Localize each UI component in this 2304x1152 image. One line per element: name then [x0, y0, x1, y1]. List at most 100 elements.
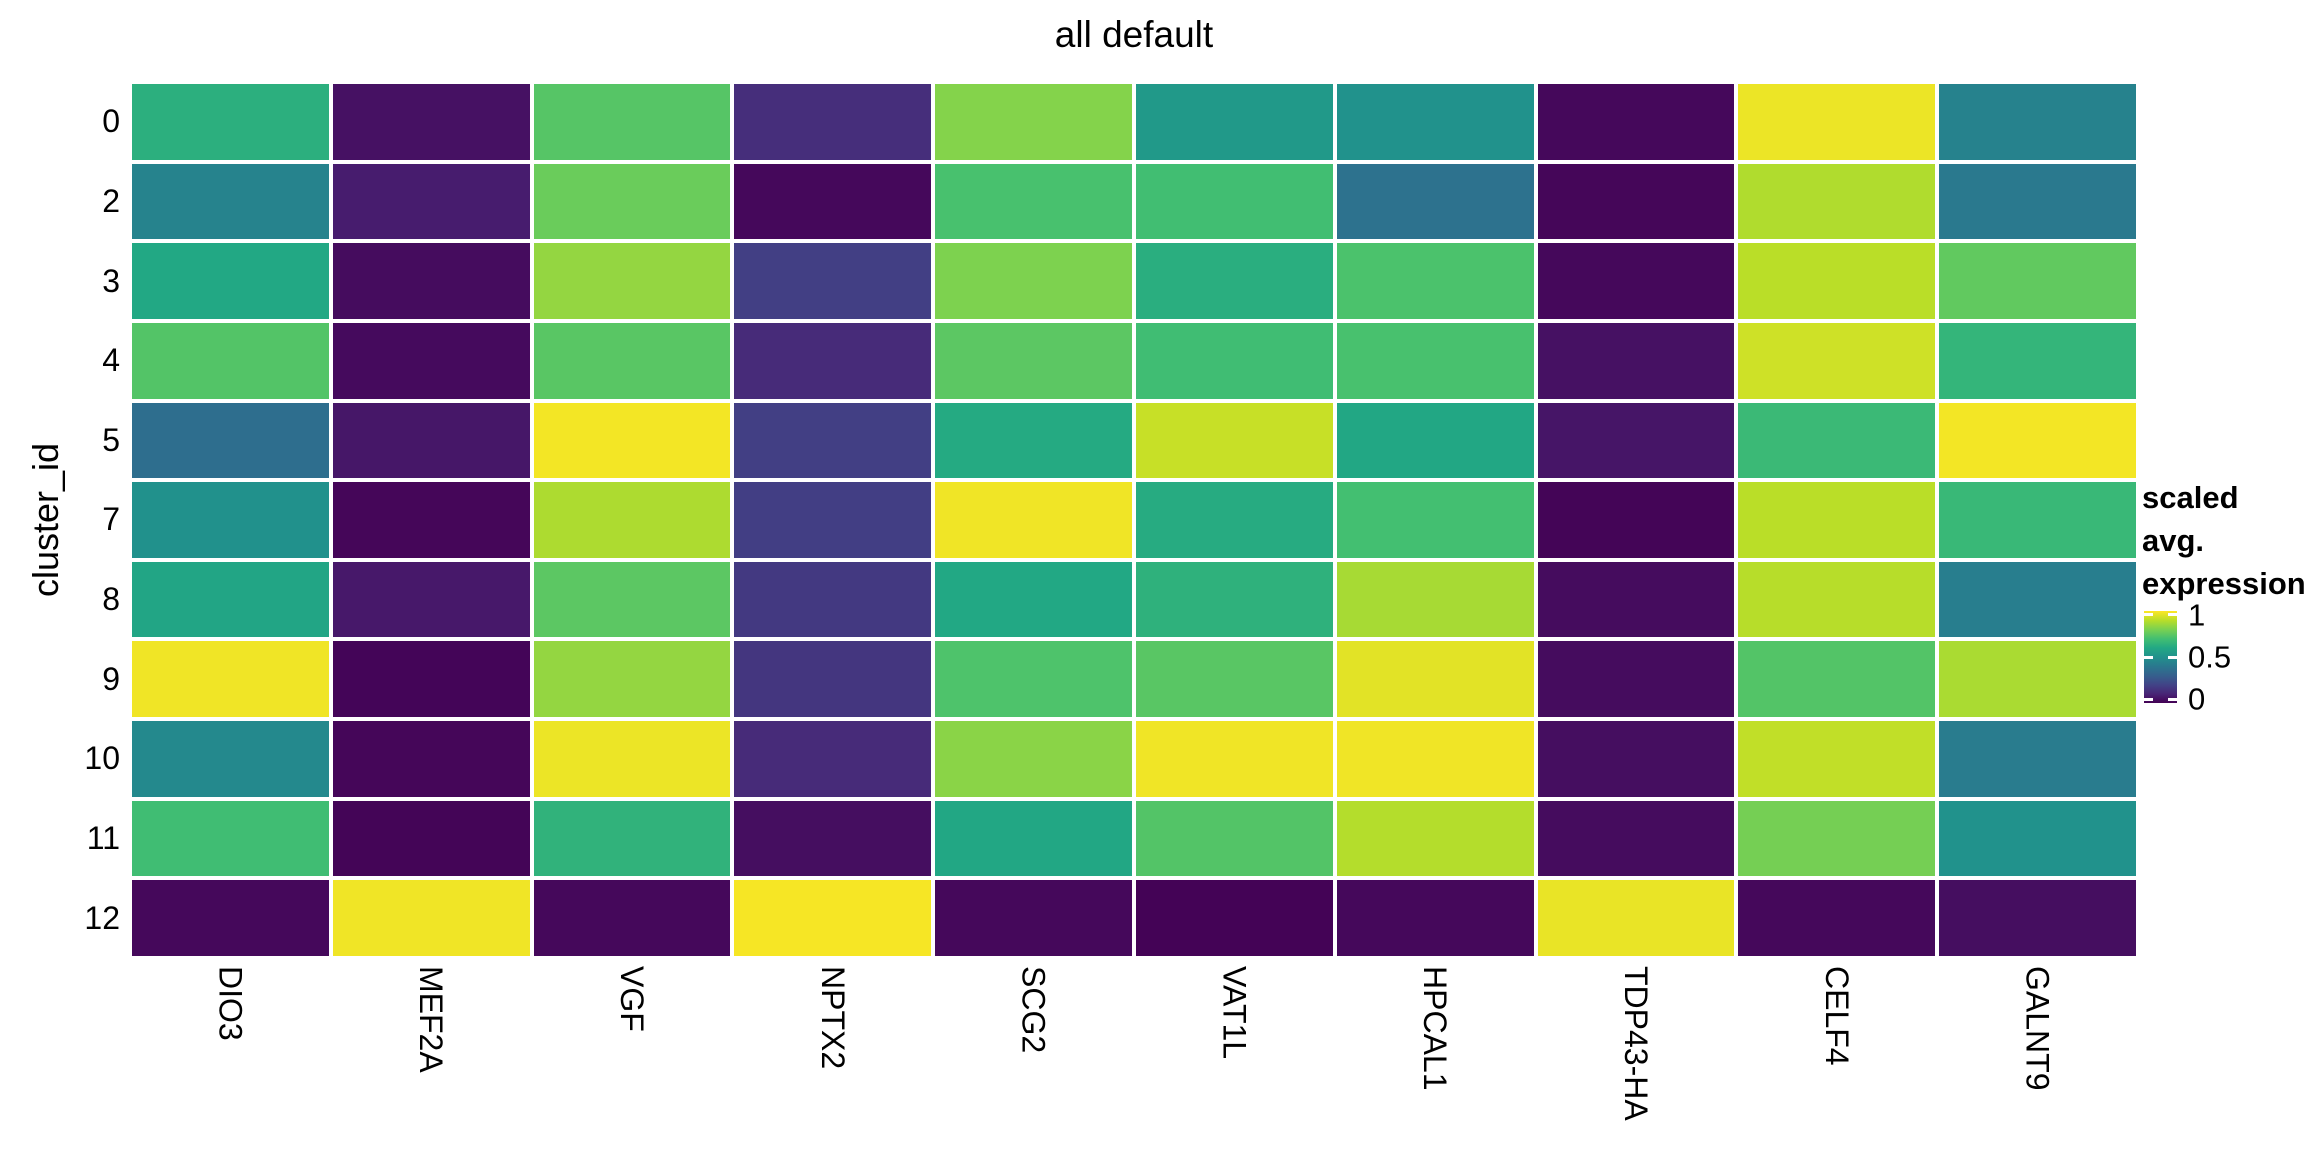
- heatmap-cell: [1136, 163, 1333, 240]
- heatmap-cell: [1336, 641, 1534, 718]
- heatmap-cell: [132, 322, 329, 399]
- y-tick-label: 10: [84, 740, 120, 777]
- heatmap-cell: [332, 84, 530, 160]
- legend-tick-mark: [2144, 655, 2153, 659]
- heatmap-cell: [734, 163, 932, 240]
- heatmap-grid: [132, 84, 2136, 956]
- y-axis-tick-labels: 0 2 3 4 5 7 8 9 10 11 12: [0, 84, 120, 956]
- heatmap-cell: [1537, 721, 1735, 797]
- heatmap-cell: [332, 322, 530, 399]
- heatmap-cell: [1738, 482, 1936, 558]
- legend-title-line2: expression: [2142, 566, 2304, 601]
- heatmap-cell: [734, 721, 932, 797]
- y-tick-label: 8: [102, 581, 120, 618]
- heatmap-cell: [734, 641, 932, 718]
- heatmap-cell: [1336, 482, 1534, 558]
- heatmap-cell: [1136, 880, 1333, 956]
- x-axis-tick-labels: DIO3 MEF2A VGF NPTX2 SCG2 VAT1L HPCAL1 TDP43-HA…: [132, 966, 2136, 1148]
- y-tick-label: 12: [84, 899, 120, 936]
- heatmap-cell: [1136, 721, 1333, 797]
- heatmap-cell: [1136, 84, 1333, 160]
- heatmap-cell: [734, 482, 932, 558]
- heatmap-cell: [1738, 641, 1936, 718]
- heatmap-cell: [533, 84, 731, 160]
- heatmap-cell: [1136, 402, 1333, 479]
- legend-title: scaled avg. expression: [2142, 476, 2304, 605]
- heatmap-cell: [132, 482, 329, 558]
- heatmap-cell: [1537, 880, 1735, 956]
- heatmap-cell: [935, 482, 1132, 558]
- heatmap-cell: [132, 880, 329, 956]
- heatmap-cell: [332, 402, 530, 479]
- heatmap-cell: [533, 641, 731, 718]
- heatmap-cell: [533, 721, 731, 797]
- heatmap-cell: [533, 482, 731, 558]
- heatmap-cell: [533, 163, 731, 240]
- heatmap-cell: [332, 561, 530, 638]
- x-tick-label: GALNT9: [2019, 966, 2056, 1091]
- heatmap-cell: [935, 243, 1132, 319]
- heatmap-cell: [1336, 561, 1534, 638]
- heatmap-cell: [1738, 721, 1936, 797]
- plot-title: all default: [1054, 14, 1214, 55]
- heatmap-cell: [1738, 800, 1936, 877]
- heatmap-cell: [734, 880, 932, 956]
- heatmap-cell: [935, 163, 1132, 240]
- heatmap-cell: [935, 880, 1132, 956]
- heatmap-cell: [1939, 880, 2136, 956]
- x-tick-label: HPCAL1: [1417, 966, 1454, 1091]
- heatmap-cell: [132, 163, 329, 240]
- heatmap-cell: [1336, 322, 1534, 399]
- heatmap-cell: [132, 402, 329, 479]
- y-tick-label: 11: [86, 820, 120, 857]
- heatmap-cell: [332, 721, 530, 797]
- heatmap-cell: [332, 880, 530, 956]
- x-tick-label: DIO3: [212, 966, 249, 1041]
- heatmap-cell: [734, 243, 932, 319]
- legend-title-line1: scaled avg.: [2142, 480, 2239, 558]
- heatmap-cell: [935, 800, 1132, 877]
- heatmap-cell: [332, 641, 530, 718]
- x-tick-label: VAT1L: [1216, 966, 1253, 1060]
- heatmap-cell: [734, 84, 932, 160]
- heatmap-cell: [332, 163, 530, 240]
- heatmap-cell: [1939, 482, 2136, 558]
- heatmap-cell: [734, 800, 932, 877]
- x-tick-label: VGF: [613, 966, 650, 1032]
- heatmap-cell: [1136, 641, 1333, 718]
- heatmap-cell: [132, 84, 329, 160]
- heatmap-cell: [1939, 402, 2136, 479]
- heatmap-cell: [935, 402, 1132, 479]
- heatmap-cell: [1939, 322, 2136, 399]
- legend-tick-label: 1: [2188, 597, 2206, 633]
- heatmap-cell: [533, 243, 731, 319]
- y-tick-label: 9: [102, 660, 120, 697]
- legend-tick-label: 0.5: [2188, 639, 2232, 675]
- heatmap-cell: [533, 800, 731, 877]
- heatmap-cell: [132, 561, 329, 638]
- heatmap-cell: [1738, 880, 1936, 956]
- heatmap-cell: [1136, 800, 1333, 877]
- heatmap-cell: [1738, 402, 1936, 479]
- heatmap-cell: [935, 84, 1132, 160]
- heatmap-cell: [1537, 402, 1735, 479]
- heatmap-cell: [1939, 721, 2136, 797]
- heatmap-cell: [734, 402, 932, 479]
- heatmap-cell: [132, 243, 329, 319]
- heatmap-cell: [1738, 561, 1936, 638]
- x-tick-label: NPTX2: [814, 966, 851, 1070]
- y-tick-label: 7: [102, 501, 120, 538]
- heatmap-cell: [533, 561, 731, 638]
- heatmap-cell: [1136, 243, 1333, 319]
- heatmap-cell: [1336, 84, 1534, 160]
- legend-tick-mark: [2144, 697, 2153, 701]
- heatmap-cell: [1136, 322, 1333, 399]
- heatmap-cell: [1939, 84, 2136, 160]
- heatmap-cell: [1537, 482, 1735, 558]
- heatmap-cell: [1738, 322, 1936, 399]
- heatmap-cell: [533, 880, 731, 956]
- heatmap-cell: [1939, 243, 2136, 319]
- heatmap-cell: [1537, 561, 1735, 638]
- heatmap-cell: [1537, 243, 1735, 319]
- heatmap-cell: [1738, 163, 1936, 240]
